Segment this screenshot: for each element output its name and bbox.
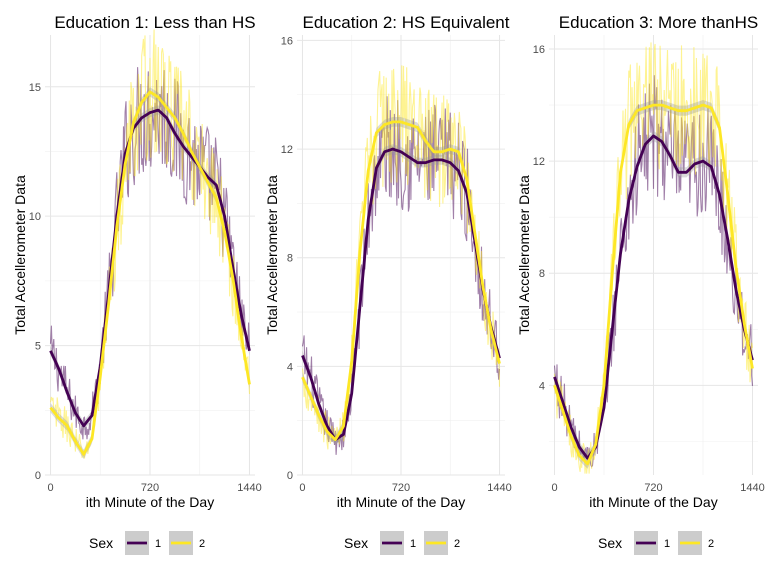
legend-label-2: 2: [708, 538, 714, 550]
smooth-line-sex-2: [553, 103, 754, 466]
legend-label-2: 2: [199, 538, 205, 550]
chart-panel-3: 4 8 12 16 0 720 1440 Education 3: More thanHS it…: [516, 13, 765, 510]
y-tick-label: 4: [287, 361, 293, 373]
x-tick-label: 0: [299, 482, 305, 494]
y-axis-title: Total Accellerometer Data: [516, 175, 532, 335]
x-tick-label: 720: [644, 482, 662, 494]
y-axis-title: Total Accellerometer Data: [264, 175, 280, 335]
panel-title: Education 2: HS Equivalent: [303, 13, 510, 32]
x-tick-label: 1440: [487, 482, 511, 494]
y-tick-label: 8: [287, 253, 293, 265]
x-tick-label: 720: [392, 482, 410, 494]
raw-trace-sex-1: [553, 75, 754, 468]
panel-title: Education 3: More thanHS: [559, 13, 758, 32]
x-tick-label: 0: [551, 482, 557, 494]
legend-title: Sex: [89, 535, 113, 551]
y-tick-label: 12: [281, 144, 293, 156]
legend-1: Sex 1 2: [89, 531, 205, 555]
smooth-line-sex-1: [49, 108, 251, 428]
raw-trace-sex-2: [49, 29, 251, 459]
raw-trace-sex-1: [301, 96, 501, 455]
y-tick-label: 5: [35, 341, 41, 353]
smooth-line-sex-2: [301, 120, 501, 442]
smooth-line-sex-2: [49, 90, 251, 456]
legend-3: Sex 1 2: [598, 531, 714, 555]
x-axis-title: ith Minute of the Day: [589, 494, 717, 510]
legend-title: Sex: [598, 535, 622, 551]
y-tick-label: 16: [533, 44, 545, 56]
y-tick-label: 12: [533, 156, 545, 168]
legend-title: Sex: [344, 535, 368, 551]
x-tick-label: 0: [47, 482, 53, 494]
smooth-line-sex-1: [553, 134, 754, 460]
legend-2: Sex 1 2: [344, 531, 460, 555]
y-tick-label: 10: [29, 211, 41, 223]
y-tick-label: 0: [287, 470, 293, 482]
chart-panel-2: 0 4 8 12 16 0 720 1440 Education 2: HS Equivalen…: [264, 13, 512, 510]
y-tick-label: 15: [29, 82, 41, 94]
chart-panel-1: 0 5 10 15 0 720 1440 Education 1: Less than HS i…: [12, 13, 262, 510]
legend-label-1: 1: [410, 538, 416, 550]
panel-title: Education 1: Less than HS: [54, 13, 255, 32]
legend-label-1: 1: [664, 538, 670, 550]
y-tick-label: 8: [539, 268, 545, 280]
x-tick-label: 720: [141, 482, 159, 494]
y-axis-title: Total Accellerometer Data: [12, 175, 28, 335]
x-tick-label: 1440: [237, 482, 261, 494]
x-axis-title: ith Minute of the Day: [337, 494, 465, 510]
y-tick-label: 4: [539, 380, 545, 392]
legend-label-1: 1: [155, 538, 161, 550]
y-tick-label: 0: [35, 470, 41, 482]
x-tick-label: 1440: [740, 482, 764, 494]
y-tick-label: 16: [281, 35, 293, 47]
legend-label-2: 2: [454, 538, 460, 550]
x-axis-title: ith Minute of the Day: [86, 494, 214, 510]
